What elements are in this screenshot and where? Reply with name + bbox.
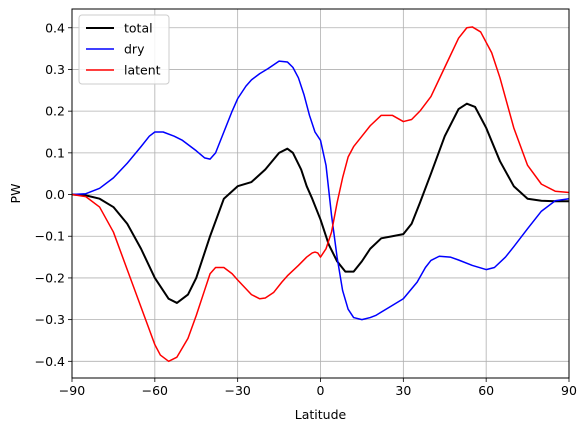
x-tick-label: −90 <box>59 383 85 398</box>
y-tick-label: −0.3 <box>35 312 65 327</box>
y-tick-label: −0.4 <box>35 354 65 369</box>
legend-label-dry: dry <box>124 42 145 57</box>
series-line-latent <box>71 26 570 363</box>
x-tick-label: −60 <box>142 383 168 398</box>
legend-label-latent: latent <box>124 63 161 78</box>
legend-label-total: total <box>124 21 153 36</box>
y-tick-label: −0.2 <box>35 270 65 285</box>
y-tick-label: 0.2 <box>45 104 65 119</box>
grid <box>71 9 570 378</box>
legend: total dry latent <box>78 14 170 85</box>
axis-ticks: −90 −60 −30 0 30 60 90 −0.4 −0.3 −0.2 −0.1 0.0 0.1 0.… <box>35 20 577 398</box>
x-tick-label: 0 <box>317 383 325 398</box>
series-line-dry <box>71 60 570 321</box>
x-tick-label: 90 <box>561 383 577 398</box>
x-tick-label: 60 <box>478 383 494 398</box>
legend-box <box>78 14 170 85</box>
y-tick-label: −0.1 <box>35 229 65 244</box>
y-tick-label: 0.4 <box>45 20 65 35</box>
x-tick-label: 30 <box>395 383 411 398</box>
series-lines <box>71 26 570 363</box>
y-axis-label: PW <box>8 184 23 204</box>
y-tick-label: 0.3 <box>45 62 65 77</box>
y-tick-label: 0.0 <box>45 187 65 202</box>
x-axis-label: Latitude <box>295 407 347 422</box>
series-line-total <box>71 102 569 304</box>
y-tick-label: 0.1 <box>45 145 65 160</box>
x-tick-label: −30 <box>224 383 250 398</box>
